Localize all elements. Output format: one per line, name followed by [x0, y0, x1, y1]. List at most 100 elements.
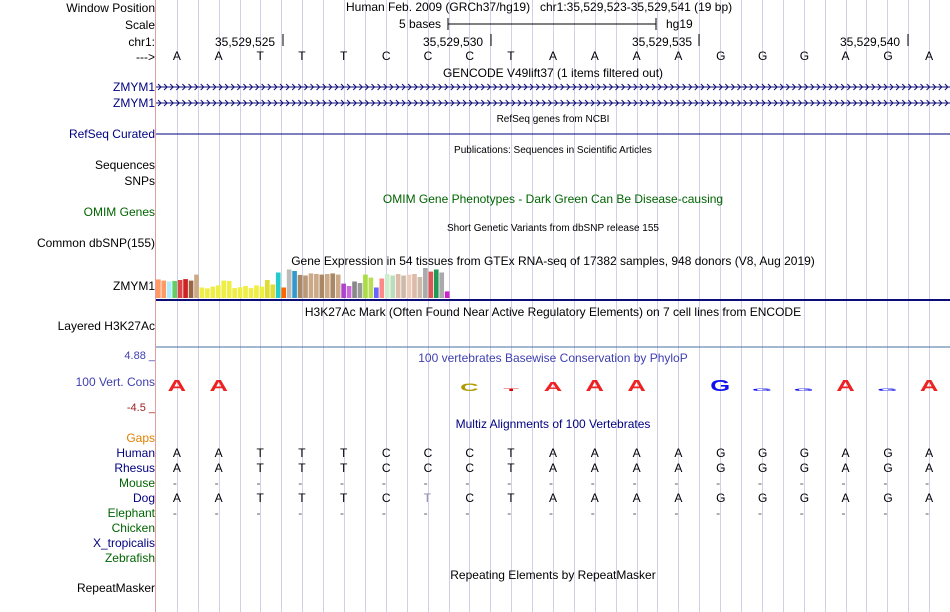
strand-chevron — [560, 83, 565, 91]
coord-tick-3: 35,529,535 — [632, 35, 693, 49]
strand-chevron — [871, 99, 876, 107]
strand-chevron — [548, 83, 553, 91]
strand-chevron — [584, 99, 589, 107]
strand-chevron — [926, 83, 931, 91]
track-display-area[interactable]: Human Feb. 2009 (GRCh37/hg19) chr1:35,52… — [156, 0, 950, 612]
strand-chevron — [779, 99, 784, 107]
coord-tick-4: 35,529,540 — [840, 35, 901, 49]
gtex-tissue-bar — [357, 283, 363, 298]
strand-chevron — [340, 99, 345, 107]
strand-chevron — [926, 99, 931, 107]
coord-tick-1: 35,529,525 — [215, 35, 276, 49]
alignment-base: - — [214, 506, 219, 520]
strand-chevron — [163, 99, 168, 107]
strand-chevron — [822, 99, 827, 107]
species-label-dog[interactable]: Dog — [132, 491, 155, 505]
refseq-label[interactable]: RefSeq Curated — [68, 127, 155, 141]
strand-chevron — [609, 83, 614, 91]
species-label-x_tropicalis[interactable]: X_tropicalis — [92, 536, 155, 550]
gtex-tissue-bar — [183, 279, 188, 298]
omim-label[interactable]: OMIM Genes — [83, 205, 155, 219]
gencode-gene-label-2[interactable]: ZMYM1 — [113, 96, 155, 110]
strand-chevron — [932, 83, 937, 91]
strand-chevron — [352, 99, 357, 107]
alignment-base: T — [298, 491, 306, 505]
strand-chevron — [938, 83, 943, 91]
gtex-tissue-bar — [444, 291, 450, 298]
gtex-tissue-bar — [292, 271, 297, 298]
species-label-human[interactable]: Human — [116, 446, 155, 460]
strand-chevron — [304, 99, 309, 107]
species-label-rhesus[interactable]: Rhesus — [114, 461, 155, 475]
strand-chevron — [920, 83, 925, 91]
gtex-bar-chart[interactable] — [156, 268, 950, 300]
species-label-mouse[interactable]: Mouse — [118, 476, 155, 490]
alignment-base: A — [590, 446, 599, 460]
strand-chevron — [731, 83, 736, 91]
strand-chevron — [371, 99, 376, 107]
strand-chevron — [615, 83, 620, 91]
gencode-gene-label-1[interactable]: ZMYM1 — [113, 80, 155, 94]
alignment-base: - — [549, 506, 553, 520]
strand-chevron — [505, 99, 510, 107]
strand-chevron — [487, 83, 492, 91]
strand-chevron — [907, 83, 913, 91]
cons-label[interactable]: 100 Vert. Cons — [75, 375, 155, 389]
alignment-base: A — [841, 446, 850, 460]
refseq-gene-line[interactable] — [156, 132, 950, 136]
alignment-base: T — [256, 491, 264, 505]
strand-chevron — [822, 83, 827, 91]
alignment-base: A — [549, 446, 558, 460]
gtex-label[interactable]: ZMYM1 — [113, 279, 155, 293]
strand-chevron — [395, 99, 400, 107]
dbsnp-label[interactable]: Common dbSNP(155) — [36, 236, 155, 250]
strand-chevron — [444, 83, 449, 91]
strand-chevron — [578, 83, 583, 91]
alignment-base: - — [925, 476, 930, 490]
strand-chevron — [462, 99, 467, 107]
alignment-base: G — [757, 491, 768, 505]
gencode-transcripts[interactable] — [156, 80, 950, 112]
strand-chevron — [535, 99, 540, 107]
strand-chevron — [383, 83, 388, 91]
strand-chevron — [706, 99, 711, 107]
gtex-tissue-bar — [395, 274, 401, 298]
reference-base: A — [674, 49, 683, 63]
publications-label[interactable]: Sequences — [94, 158, 155, 172]
cons-logo-letter: C — [460, 381, 478, 393]
cons-logo-letter: G — [710, 378, 730, 394]
alignment-base: A — [925, 491, 934, 505]
species-label-zebrafish[interactable]: Zebrafish — [104, 551, 155, 565]
cons-logo-letter: A — [168, 378, 186, 394]
cons-logo-letter: G — [752, 388, 772, 392]
strand-chevron — [541, 99, 547, 107]
reference-base: A — [214, 49, 223, 63]
gtex-tissue-bar — [368, 277, 374, 298]
alignment-base: - — [298, 506, 303, 520]
gtex-tissue-bar — [270, 284, 276, 298]
h3k27ac-label[interactable]: Layered H3K27Ac — [57, 319, 155, 333]
strand-chevron — [895, 83, 900, 91]
alignment-base: A — [172, 491, 181, 505]
strand-chevron — [749, 99, 754, 107]
gtex-tissue-bar — [265, 280, 270, 298]
strand-chevron — [798, 99, 803, 107]
strand-chevron — [609, 99, 614, 107]
strand-chevron — [633, 83, 638, 91]
strand-chevron — [474, 83, 479, 91]
strand-chevron — [859, 83, 864, 91]
species-label-elephant[interactable]: Elephant — [107, 506, 155, 520]
strand-chevron — [438, 83, 443, 91]
alignment-base: A — [674, 491, 683, 505]
gtex-tissue-bar — [374, 287, 379, 298]
gtex-tissue-bar — [215, 285, 221, 298]
species-label-chicken[interactable]: Chicken — [111, 521, 155, 535]
repeatmasker-label[interactable]: RepeatMasker — [76, 581, 155, 595]
strand-chevron — [700, 99, 705, 107]
strand-chevron — [322, 99, 327, 107]
snps-label[interactable]: SNPs — [124, 174, 155, 188]
alignment-base: C — [465, 461, 475, 475]
gtex-tissue-bar — [281, 287, 286, 298]
